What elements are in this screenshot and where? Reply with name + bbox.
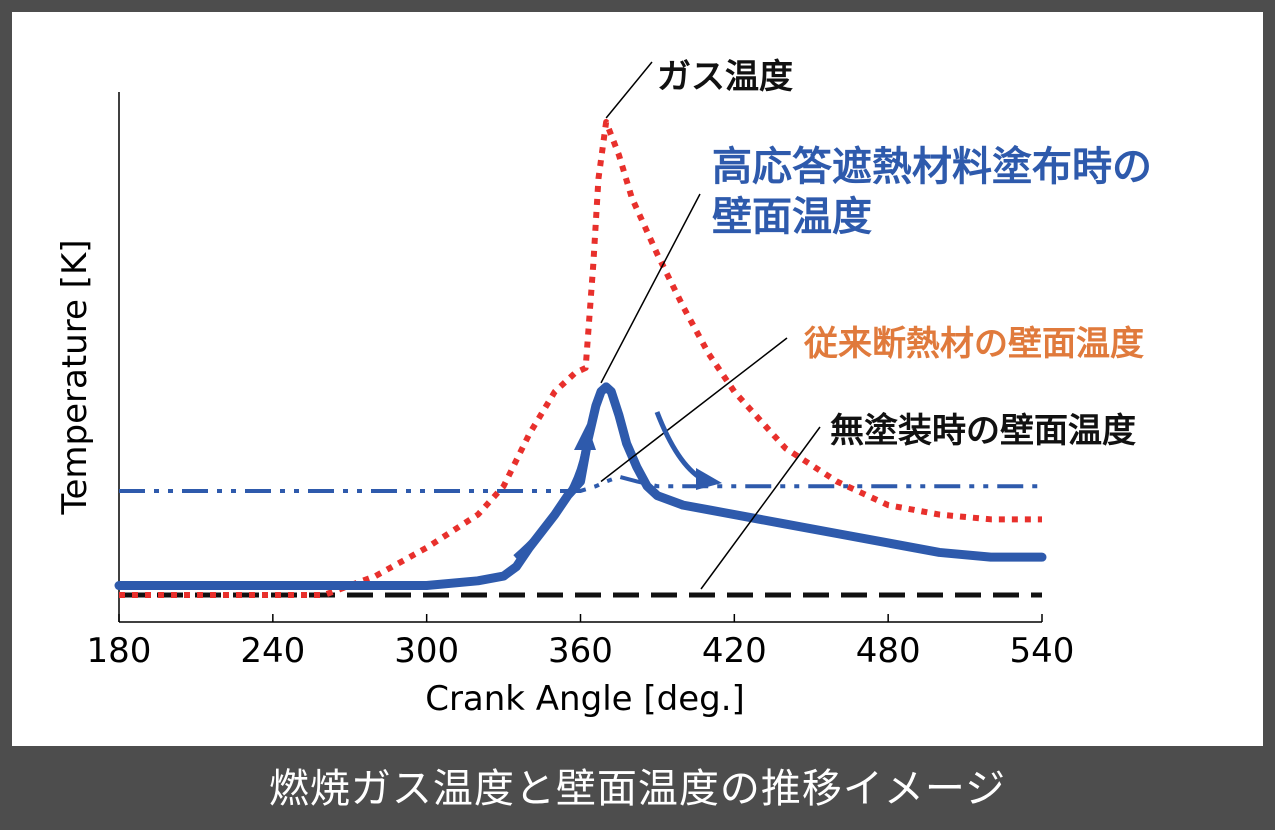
chart-panel: 180 240 300 360 420 480 540 Crank Angle [deg.]… bbox=[12, 12, 1263, 746]
x-tick-label: 300 bbox=[394, 631, 459, 671]
x-ticks: 180 240 300 360 420 480 540 bbox=[87, 614, 1075, 671]
chart: 180 240 300 360 420 480 540 Crank Angle [deg.]… bbox=[55, 57, 1152, 719]
leader-gas-temp bbox=[605, 61, 653, 119]
x-tick-label: 240 bbox=[240, 631, 305, 671]
leader-high-response bbox=[600, 193, 701, 384]
rise-arrow-shaft bbox=[513, 443, 588, 559]
y-axis-label: Temperature [K] bbox=[55, 239, 95, 515]
annotation-gas-temp: ガス温度 bbox=[657, 57, 793, 97]
series-line-1 bbox=[114, 382, 1047, 591]
figure-caption: 燃焼ガス温度と壁面温度の推移イメージ bbox=[268, 766, 1007, 812]
leader-conventional bbox=[600, 337, 788, 483]
x-tick-label: 360 bbox=[548, 631, 613, 671]
fall-arrow-shaft bbox=[654, 411, 704, 482]
x-tick-label: 480 bbox=[856, 631, 921, 671]
fall-arrow-head bbox=[696, 468, 722, 490]
x-tick-label: 540 bbox=[1010, 631, 1075, 671]
trend-arrows bbox=[513, 411, 722, 559]
x-tick-label: 180 bbox=[87, 631, 152, 671]
x-axis-label: Crank Angle [deg.] bbox=[425, 679, 745, 719]
series-line-2 bbox=[119, 474, 1042, 493]
leader-uncoated bbox=[700, 426, 821, 590]
rise-arrow-head bbox=[574, 424, 596, 450]
annotation-high-response-line2: 壁面温度 bbox=[712, 194, 872, 240]
annotation-uncoated: 無塗装時の壁面温度 bbox=[830, 411, 1136, 451]
annotation-conventional: 従来断熱材の壁面温度 bbox=[803, 324, 1144, 364]
series-layer bbox=[114, 119, 1047, 598]
series-line-0 bbox=[119, 119, 1042, 598]
leader-lines bbox=[600, 61, 821, 590]
x-tick-label: 420 bbox=[702, 631, 767, 671]
annotation-high-response-line1: 高応答遮熱材料塗布時の bbox=[712, 144, 1152, 190]
